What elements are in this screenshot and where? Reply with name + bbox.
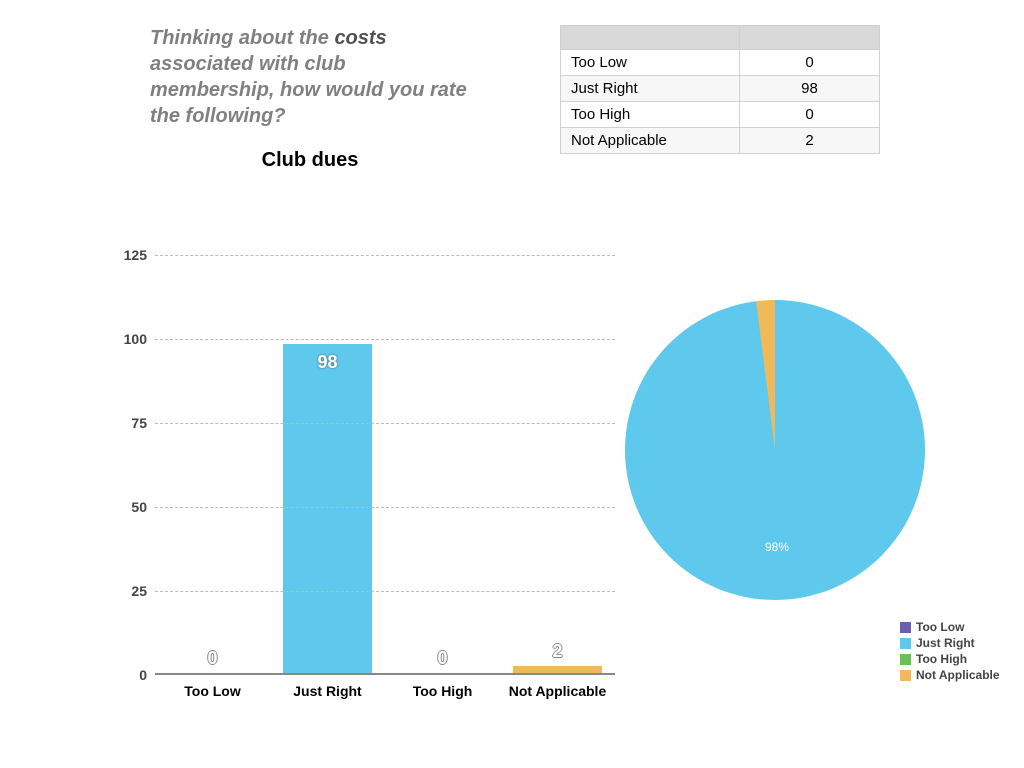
question-emph: costs — [334, 27, 386, 49]
table-row: Just Right98 — [561, 76, 880, 102]
question-block: Thinking about the costs associated with… — [150, 25, 470, 172]
table-header-blank-2 — [740, 26, 880, 50]
legend-swatch — [900, 622, 911, 633]
legend-label: Too Low — [916, 620, 964, 634]
table-cell-label: Not Applicable — [561, 128, 740, 154]
bar-value-label: 2 — [552, 641, 562, 662]
legend-label: Too High — [916, 652, 967, 666]
question-text: Thinking about the costs associated with… — [150, 25, 470, 129]
legend-swatch — [900, 670, 911, 681]
gridline — [155, 339, 615, 340]
legend-item: Just Right — [900, 636, 1000, 650]
bar-value-label: 0 — [437, 648, 447, 669]
table-cell-label: Too High — [561, 102, 740, 128]
table-cell-value: 98 — [740, 76, 880, 102]
bar-value-label: 98 — [317, 352, 337, 373]
pie-disc — [625, 300, 925, 600]
bar: 98 — [283, 344, 373, 673]
question-prefix: Thinking about the — [150, 27, 334, 49]
legend-item: Too Low — [900, 620, 1000, 634]
x-tick-label: Too High — [385, 677, 500, 699]
gridline — [155, 591, 615, 592]
legend: Too Low Just Right Too High Not Applicable — [900, 620, 1000, 684]
y-tick-label: 0 — [115, 667, 155, 683]
legend-swatch — [900, 654, 911, 665]
table-header-blank-1 — [561, 26, 740, 50]
summary-table: Too Low0Just Right98Too High0Not Applica… — [560, 25, 880, 154]
chart-subtitle: Club dues — [150, 149, 470, 172]
pie-chart: 98% — [625, 300, 925, 600]
x-tick-label: Too Low — [155, 677, 270, 699]
table-cell-value: 2 — [740, 128, 880, 154]
bar-slot: 2 — [500, 255, 615, 673]
table-cell-value: 0 — [740, 102, 880, 128]
gridline — [155, 507, 615, 508]
table-row: Too Low0 — [561, 50, 880, 76]
table-row: Too High0 — [561, 102, 880, 128]
bars-container: 0 98 0 2 — [155, 255, 615, 673]
y-tick-label: 100 — [115, 331, 155, 347]
table-row: Not Applicable2 — [561, 128, 880, 154]
question-suffix: associated with club membership, how wou… — [150, 53, 467, 127]
bar-slot: 0 — [155, 255, 270, 673]
y-tick-label: 125 — [115, 247, 155, 263]
bar-plot-area: 09802 0255075100125 — [155, 255, 615, 675]
bar: 2 — [513, 666, 603, 673]
x-axis-labels: Too LowJust RightToo HighNot Applicable — [155, 677, 615, 699]
bar-value-label: 0 — [207, 648, 217, 669]
legend-label: Just Right — [916, 636, 975, 650]
legend-swatch — [900, 638, 911, 649]
bar-slot: 0 — [385, 255, 500, 673]
y-tick-label: 75 — [115, 415, 155, 431]
bar-chart: 0 98 0 2 0 25 50 75 100 125 Too LowJust RightToo… — [110, 245, 630, 725]
x-tick-label: Not Applicable — [500, 677, 615, 699]
pie-slice-label: 98% — [765, 540, 789, 554]
table-cell-label: Too Low — [561, 50, 740, 76]
gridline — [155, 255, 615, 256]
legend-item: Too High — [900, 652, 1000, 666]
legend-item: Not Applicable — [900, 668, 1000, 682]
bar-slot: 98 — [270, 255, 385, 673]
legend-label: Not Applicable — [916, 668, 1000, 682]
y-tick-label: 25 — [115, 583, 155, 599]
table-cell-label: Just Right — [561, 76, 740, 102]
x-tick-label: Just Right — [270, 677, 385, 699]
y-tick-label: 50 — [115, 499, 155, 515]
gridline — [155, 423, 615, 424]
table-cell-value: 0 — [740, 50, 880, 76]
